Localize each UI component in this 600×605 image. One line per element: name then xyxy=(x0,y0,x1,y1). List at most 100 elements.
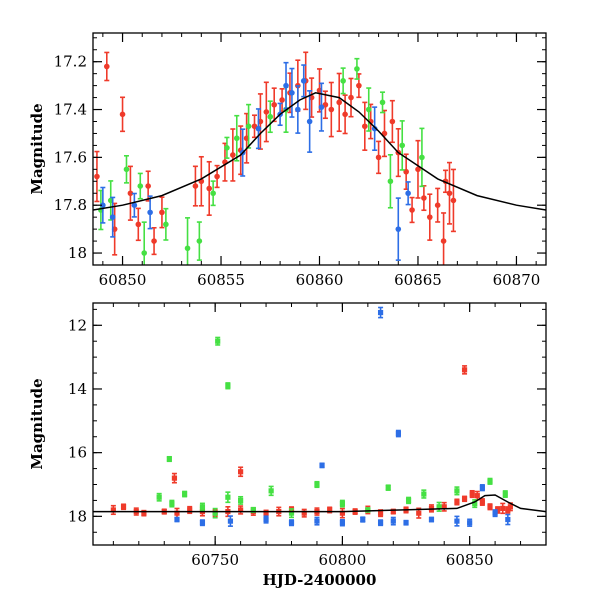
data-point xyxy=(135,207,142,242)
data-point xyxy=(103,51,110,82)
plot-area xyxy=(93,51,546,265)
x-tick-label: 60865 xyxy=(394,271,442,289)
data-point xyxy=(225,382,231,390)
data-point xyxy=(426,193,433,241)
data-point xyxy=(314,516,320,526)
data-point xyxy=(500,502,506,515)
y-tick-label: 17.8 xyxy=(54,196,87,214)
data-point xyxy=(365,507,371,513)
x-tick-label: 60860 xyxy=(296,271,344,289)
y-tick-label: 16 xyxy=(68,444,87,462)
data-point xyxy=(245,103,252,149)
data-point xyxy=(415,139,421,199)
data-point xyxy=(405,496,412,505)
data-point xyxy=(381,109,388,158)
data-point xyxy=(390,516,396,526)
y-tick-label: 17.2 xyxy=(54,53,87,71)
data-point xyxy=(375,140,382,175)
data-point xyxy=(110,504,116,516)
data-point xyxy=(182,490,188,498)
data-point xyxy=(450,168,457,233)
data-point xyxy=(340,67,346,95)
data-point xyxy=(454,486,460,496)
data-point xyxy=(151,226,157,256)
data-point xyxy=(268,485,274,497)
data-point xyxy=(454,498,460,506)
x-tick-label: 60800 xyxy=(319,551,367,569)
data-point xyxy=(212,507,218,519)
data-point xyxy=(238,466,244,478)
data-point xyxy=(454,515,460,527)
data-point xyxy=(289,67,295,118)
plot-area xyxy=(93,306,546,527)
data-point xyxy=(251,114,258,139)
data-point xyxy=(469,489,475,499)
data-point xyxy=(199,519,206,527)
data-point xyxy=(354,57,360,80)
plot-frame xyxy=(92,32,547,266)
data-point xyxy=(436,501,442,512)
data-point xyxy=(137,172,144,200)
data-point xyxy=(255,108,262,150)
data-point xyxy=(479,498,485,506)
y-tick-label: 17.4 xyxy=(54,101,87,119)
data-point xyxy=(267,100,274,134)
data-point xyxy=(487,503,493,511)
data-point xyxy=(502,490,508,498)
data-point xyxy=(109,196,116,238)
data-point xyxy=(192,165,199,207)
data-point xyxy=(339,507,346,519)
model-curve xyxy=(93,494,546,513)
data-point xyxy=(362,101,368,151)
panel-bottom: 60750 60800 60850 12 14 16 18 Magnitude HJD-2400… xyxy=(28,302,547,589)
data-point xyxy=(119,96,126,133)
y-tick-label: 18 xyxy=(68,507,87,525)
data-point xyxy=(339,499,346,508)
data-point xyxy=(318,82,325,132)
data-point xyxy=(389,99,396,144)
data-point xyxy=(387,154,394,209)
data-point xyxy=(295,85,301,134)
data-point xyxy=(348,77,354,118)
panel-top: 60850 60855 60860 60865 60870 17.2 17.4 17.6 17.… xyxy=(28,32,547,289)
data-point xyxy=(94,150,100,203)
y-tick-label: 14 xyxy=(68,380,87,398)
y-tick-label: 18 xyxy=(68,244,87,262)
data-point xyxy=(377,306,384,319)
data-point xyxy=(403,153,409,190)
data-point xyxy=(421,185,427,212)
data-point xyxy=(395,197,402,261)
data-point xyxy=(379,91,386,114)
data-point xyxy=(163,207,169,241)
data-point xyxy=(314,480,320,489)
data-point xyxy=(339,518,346,527)
data-point xyxy=(356,73,362,99)
data-point xyxy=(100,186,106,224)
y-tick-label: 12 xyxy=(68,316,87,334)
plot-frame xyxy=(92,302,547,546)
data-point xyxy=(409,196,415,224)
data-point xyxy=(461,365,468,375)
data-point xyxy=(230,128,236,182)
data-point xyxy=(198,155,205,207)
data-point xyxy=(210,180,216,207)
data-point xyxy=(156,492,162,502)
data-point xyxy=(227,515,234,527)
y-axis-title: Magnitude xyxy=(28,103,46,194)
data-point xyxy=(206,160,213,216)
data-point xyxy=(174,507,180,519)
data-point xyxy=(169,499,175,508)
x-tick-label: 60870 xyxy=(493,271,541,289)
data-point xyxy=(184,217,191,265)
data-point xyxy=(225,491,231,504)
model-curve xyxy=(93,92,546,211)
data-point xyxy=(446,161,453,225)
data-point xyxy=(174,516,180,523)
data-point xyxy=(461,495,468,503)
data-point xyxy=(301,508,307,518)
data-point xyxy=(288,508,295,519)
y-axis-title: Magnitude xyxy=(28,378,46,469)
data-point xyxy=(127,165,134,221)
